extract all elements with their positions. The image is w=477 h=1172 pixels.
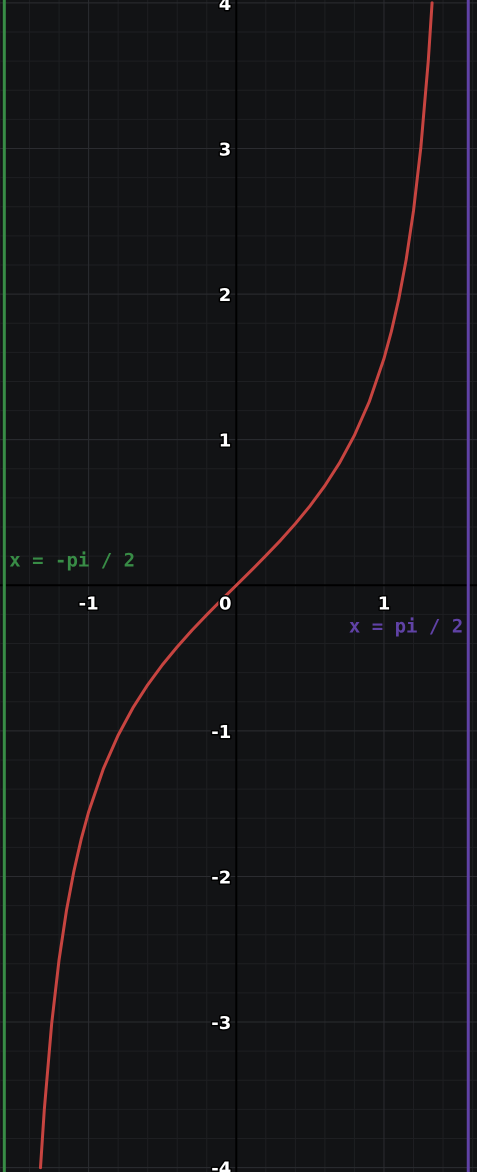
y-tick-label: 4 (219, 0, 232, 15)
x-tick-label: 1 (378, 593, 391, 614)
y-tick-label: -1 (211, 722, 231, 743)
y-tick-label: -2 (211, 867, 231, 888)
y-tick-label: 3 (219, 140, 232, 161)
y-tick-label: 2 (219, 285, 232, 306)
y-tick-label: -3 (211, 1013, 231, 1034)
curves (38, 1, 434, 1170)
asymptote-label-left: x = -pi / 2 (9, 549, 135, 571)
x-tick-label: -1 (79, 593, 99, 614)
y-tick-label: 1 (219, 431, 232, 452)
asymptote-label-right: x = pi / 2 (349, 615, 463, 637)
tick-labels: -1 1 0 4 3 2 1 -1 -2 -3 -4 (77, 0, 392, 1172)
origin-tick-label: 0 (219, 593, 232, 614)
series-line-0 (38, 1, 434, 1170)
asymptote-labels: x = -pi / 2 x = pi / 2 (9, 549, 463, 637)
y-tick-label: -4 (211, 1159, 231, 1172)
